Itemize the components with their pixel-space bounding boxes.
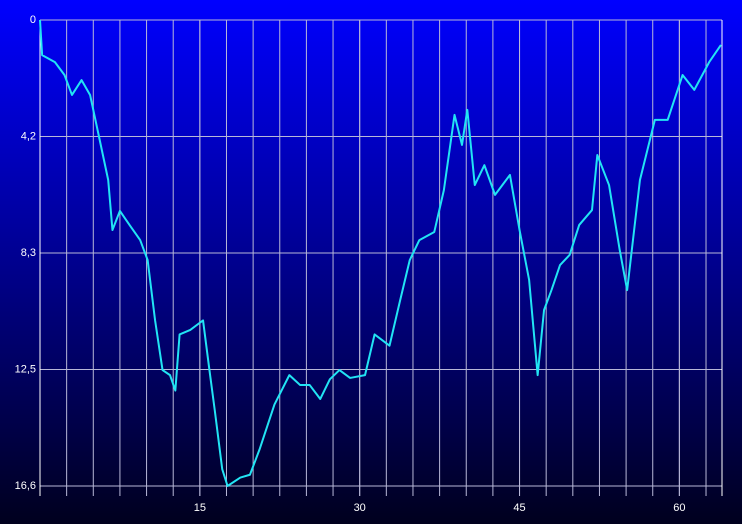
- depth-line: [39, 19, 722, 487]
- y-tick-label: 16,6: [15, 480, 36, 492]
- y-tick-label: 8,3: [21, 247, 36, 259]
- y-tick-label: 4,2: [21, 130, 36, 142]
- x-tick-label: 30: [354, 502, 366, 514]
- x-tick-label: 15: [194, 502, 206, 514]
- x-tick-label: 45: [513, 502, 525, 514]
- x-tick-label: 60: [673, 502, 685, 514]
- y-tick-label: 12,5: [15, 363, 36, 375]
- y-tick-label: 0: [30, 14, 36, 26]
